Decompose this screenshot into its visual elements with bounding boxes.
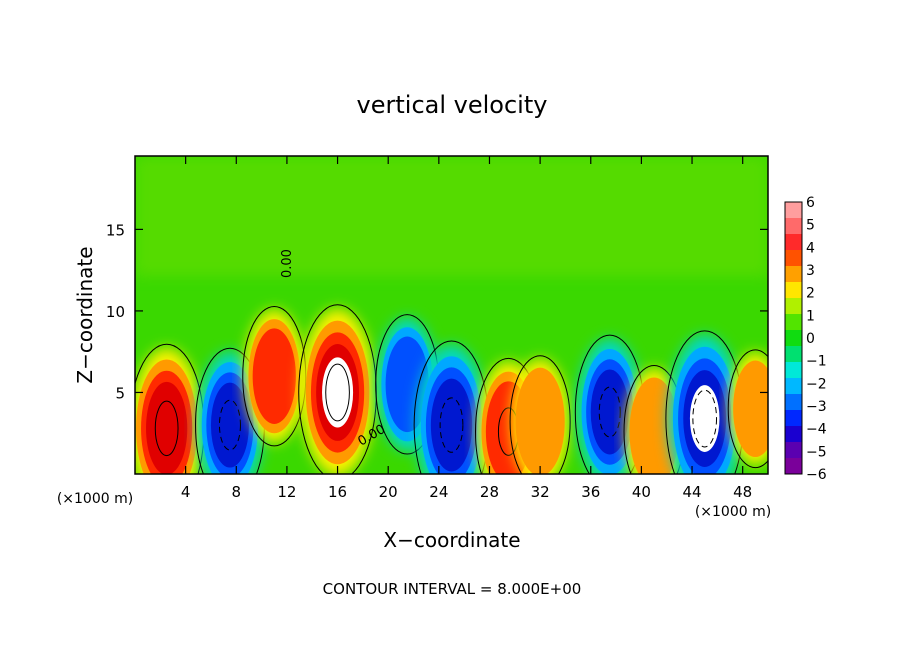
field-cell-5 — [413, 340, 490, 474]
colorbar-swatch — [785, 234, 802, 251]
y-tick-label: 10 — [106, 303, 125, 321]
x-tick-label: 8 — [232, 483, 242, 501]
field-band — [733, 360, 768, 457]
contour-line — [154, 400, 179, 457]
colorbar-label: −6 — [806, 467, 827, 483]
colorbar-label: 5 — [806, 218, 815, 234]
colorbar-label: 0 — [806, 331, 815, 347]
x-tick-label: 44 — [682, 483, 701, 501]
x-tick-label: 32 — [531, 483, 550, 501]
x-tick-label: 12 — [277, 483, 296, 501]
colorbar-label: −1 — [806, 354, 827, 370]
x-tick-label: 24 — [429, 483, 448, 501]
field-cell-0 — [135, 343, 205, 474]
field-upper-band — [135, 156, 768, 276]
x-tick-label: 16 — [328, 483, 347, 501]
zero-contour — [509, 355, 571, 474]
contour-line — [692, 389, 718, 448]
colorbar-label: −3 — [806, 399, 827, 415]
field-band — [515, 367, 565, 474]
x-tick-label: 48 — [733, 483, 752, 501]
contour-line — [218, 399, 241, 451]
colorbar-swatch — [785, 378, 802, 395]
colorbar-label: 2 — [806, 286, 815, 302]
field-band — [689, 385, 720, 452]
colorbar-swatch — [785, 410, 802, 427]
colorbar-swatch — [785, 266, 802, 283]
colorbar-label: 6 — [806, 195, 815, 211]
y-axis: 5 10 15 — [106, 221, 768, 402]
colorbar-swatch — [785, 442, 802, 459]
x-unit-right: (×1000 m) — [695, 504, 771, 520]
y-tick-label: 15 — [106, 221, 125, 239]
colorbar-label: −5 — [806, 444, 827, 460]
colorbar-swatch — [785, 426, 802, 443]
velocity-field — [135, 156, 768, 474]
contour-label-1: 0.00 — [280, 249, 295, 278]
colorbar-label: 1 — [806, 308, 815, 324]
colorbar-label: −2 — [806, 376, 827, 392]
x-tick-label: 28 — [480, 483, 499, 501]
field-cell-1 — [195, 347, 265, 474]
colorbar-swatch — [785, 346, 802, 363]
field-cell-2 — [242, 305, 307, 447]
colorbar-swatch — [785, 218, 802, 235]
x-axis-label: X−coordinate — [383, 528, 520, 552]
field-cell-10 — [665, 330, 745, 474]
contour-line — [325, 363, 350, 422]
x-tick-label: 20 — [379, 483, 398, 501]
contour-line — [439, 397, 464, 453]
field-band — [322, 357, 354, 428]
chart-title: vertical velocity — [357, 91, 548, 119]
y-axis-label: Z−coordinate — [73, 246, 97, 383]
colorbar-swatch — [785, 202, 802, 219]
contour-interval-footer: CONTOUR INTERVAL = 8.000E+00 — [323, 580, 582, 598]
colorbar-swatch — [785, 314, 802, 331]
x-tick-label: 36 — [581, 483, 600, 501]
colorbar-swatch — [785, 250, 802, 267]
field-cell-11 — [727, 349, 768, 469]
colorbar-label: 3 — [806, 263, 815, 279]
colorbar-swatch — [785, 362, 802, 379]
plot-frame — [134, 155, 769, 475]
colorbar-swatch — [785, 458, 802, 475]
contour-line — [598, 386, 621, 438]
x-tick-label: 4 — [181, 483, 191, 501]
colorbar-swatch — [785, 282, 802, 299]
colorbar-frame — [784, 201, 803, 475]
colorbar-label: 4 — [806, 240, 815, 256]
field-band — [252, 328, 296, 424]
field-band — [210, 382, 249, 468]
field-cell-7 — [509, 355, 571, 474]
zero-contour — [727, 349, 768, 469]
field-band — [146, 381, 188, 474]
field-band — [430, 378, 473, 472]
field-band — [590, 369, 629, 455]
x-unit-left: (×1000 m) — [57, 491, 133, 507]
x-axis: 4 8 12 16 20 24 28 32 36 40 44 48 — [181, 156, 752, 501]
colorbar-label: −4 — [806, 422, 827, 438]
field-cell-3 — [298, 304, 377, 474]
colorbar-swatch — [785, 330, 802, 347]
colorbar: 6 5 4 3 2 1 0 −1 −2 −3 −4 −5 −6 — [784, 195, 827, 483]
colorbar-swatch — [785, 394, 802, 411]
colorbar-swatch — [785, 298, 802, 315]
y-tick-label: 5 — [115, 384, 125, 402]
x-tick-label: 40 — [632, 483, 651, 501]
